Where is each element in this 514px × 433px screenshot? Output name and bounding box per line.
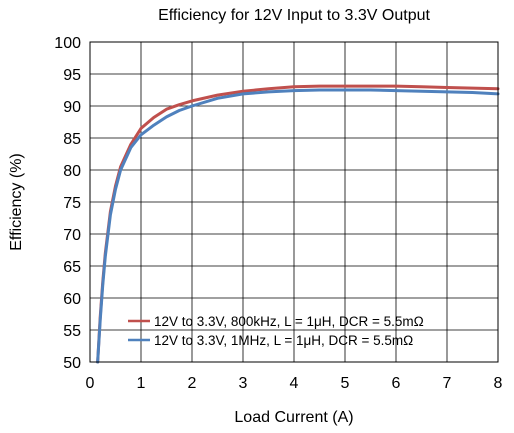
x-tick-label: 7 bbox=[443, 375, 452, 392]
y-tick-label: 50 bbox=[63, 355, 81, 372]
y-tick-label: 65 bbox=[63, 259, 81, 276]
y-tick-label: 55 bbox=[63, 323, 81, 340]
x-tick-labels: 0 1 2 3 4 5 6 7 8 bbox=[86, 375, 503, 392]
y-tick-label: 90 bbox=[63, 99, 81, 116]
chart-title: Efficiency for 12V Input to 3.3V Output bbox=[158, 7, 430, 24]
series-line-1 bbox=[96, 88, 500, 364]
y-tick-label: 95 bbox=[63, 67, 81, 84]
x-tick-label: 4 bbox=[290, 375, 299, 392]
plot-frame bbox=[89, 41, 499, 363]
y-tick-labels: 50 55 60 65 70 75 80 85 90 95 100 bbox=[54, 35, 81, 372]
x-tick-label: 6 bbox=[392, 375, 401, 392]
y-tick-label: 70 bbox=[63, 227, 81, 244]
x-tick-label: 2 bbox=[188, 375, 197, 392]
y-axis-label: Efficiency (%) bbox=[8, 153, 25, 251]
x-tick-label: 3 bbox=[239, 375, 248, 392]
y-tick-label: 100 bbox=[54, 35, 81, 52]
series-lines bbox=[96, 84, 500, 364]
x-tick-label: 0 bbox=[86, 375, 95, 392]
y-tick-label: 85 bbox=[63, 131, 81, 148]
y-tick-label: 60 bbox=[63, 291, 81, 308]
legend-label-800khz: 12V to 3.3V, 800kHz, L = 1μH, DCR = 5.5m… bbox=[154, 314, 424, 329]
x-tick-label: 5 bbox=[341, 375, 350, 392]
x-tick-label: 8 bbox=[494, 375, 503, 392]
legend: 12V to 3.3V, 800kHz, L = 1μH, DCR = 5.5m… bbox=[128, 314, 424, 348]
y-tick-label: 75 bbox=[63, 195, 81, 212]
x-axis-label: Load Current (A) bbox=[234, 409, 353, 426]
legend-label-1mhz: 12V to 3.3V, 1MHz, L = 1μH, DCR = 5.5mΩ bbox=[154, 333, 413, 348]
y-tick-label: 80 bbox=[63, 163, 81, 180]
x-tick-label: 1 bbox=[137, 375, 146, 392]
